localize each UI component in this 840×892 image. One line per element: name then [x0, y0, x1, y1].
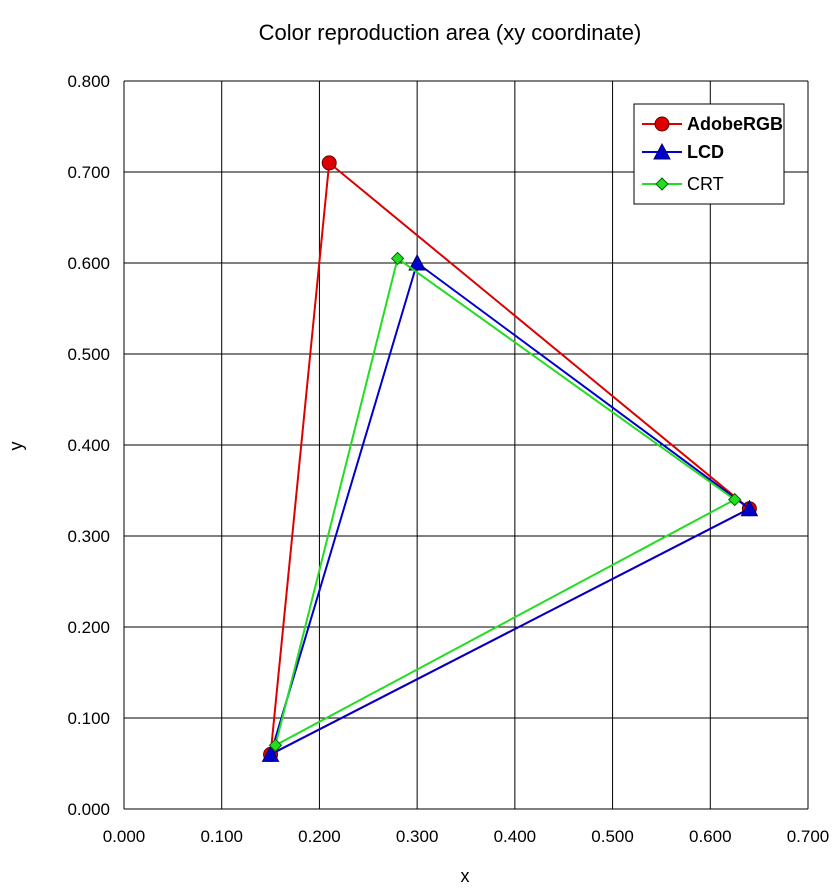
y-tick-label: 0.400 [67, 436, 110, 455]
y-tick-label: 0.300 [67, 527, 110, 546]
data-point [408, 253, 426, 271]
y-tick-label: 0.600 [67, 254, 110, 273]
series [261, 155, 759, 762]
series-line [273, 257, 737, 748]
legend-marker [655, 177, 669, 191]
x-tick-label: 0.500 [591, 827, 634, 846]
x-axis-label: x [461, 866, 470, 886]
x-tick-label: 0.000 [103, 827, 146, 846]
y-tick-label: 0.800 [67, 72, 110, 91]
legend-marker [654, 116, 670, 132]
y-tick-label: 0.100 [67, 709, 110, 728]
y-tick-label: 0.500 [67, 345, 110, 364]
x-tick-label: 0.700 [787, 827, 830, 846]
data-point [728, 492, 742, 507]
data-point [261, 745, 280, 762]
grid [123, 80, 809, 810]
y-tick-label: 0.000 [67, 800, 110, 819]
legend-label: AdobeRGB [687, 114, 783, 134]
y-tick-label: 0.700 [67, 163, 110, 182]
data-point [390, 251, 405, 266]
chart-title: Color reproduction area (xy coordinate) [259, 20, 642, 45]
x-tick-label: 0.200 [298, 827, 341, 846]
x-tick-label: 0.300 [396, 827, 439, 846]
legend-label: CRT [687, 174, 724, 194]
x-tick-label: 0.400 [494, 827, 537, 846]
series-lcd [261, 253, 759, 762]
y-axis-label: y [6, 442, 26, 451]
legend-marker [653, 142, 671, 160]
tick-labels: 0.000 0.100 0.200 0.300 0.400 0.500 0.600 0.700… [67, 72, 829, 846]
x-tick-label: 0.100 [200, 827, 243, 846]
legend-label: LCD [687, 142, 724, 162]
x-tick-label: 0.600 [689, 827, 732, 846]
y-tick-label: 0.200 [67, 618, 110, 637]
series-line [268, 262, 752, 757]
data-point [268, 738, 283, 753]
series-crt [268, 251, 742, 753]
data-point [740, 499, 759, 517]
legend: AdobeRGB LCD CRT [633, 103, 785, 205]
data-point [321, 155, 337, 171]
